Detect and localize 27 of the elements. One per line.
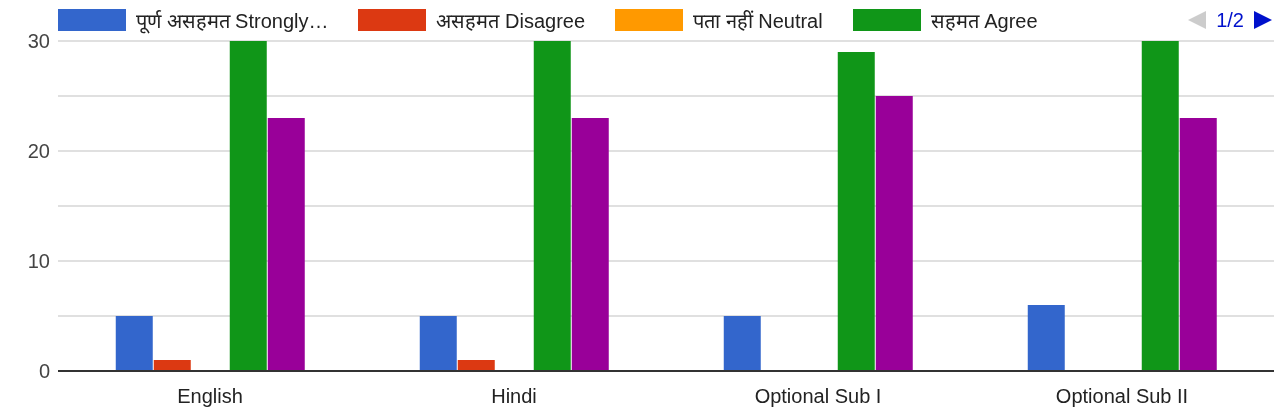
- y-tick-label: 20: [27, 140, 50, 163]
- bar: [457, 360, 495, 371]
- bar: [533, 41, 571, 371]
- x-tick-label: Optional Sub I: [754, 385, 882, 408]
- x-tick-label: Optional Sub II: [1055, 385, 1189, 408]
- bar: [153, 360, 191, 371]
- y-tick-label: 10: [27, 250, 50, 273]
- bar: [1027, 305, 1065, 371]
- legend-label: पता नहीं Neutral: [693, 8, 823, 34]
- bar: [875, 96, 913, 371]
- bar: [1179, 118, 1217, 371]
- text: 1/2: [1216, 8, 1244, 32]
- bar: [723, 316, 761, 371]
- bar: [267, 118, 305, 371]
- y-tick-label: 0: [38, 360, 50, 383]
- x-tick-label: English: [177, 385, 243, 408]
- legend-label: पूर्ण असहमत Strongly…: [136, 8, 329, 34]
- legend-label: असहमत Disagree: [436, 8, 586, 34]
- bar: [115, 316, 153, 371]
- bar: [1141, 41, 1179, 371]
- x-tick-label: Hindi: [491, 385, 537, 408]
- bar: [837, 52, 875, 371]
- y-tick-label: 30: [27, 30, 50, 53]
- legend-label: सहमत Agree: [930, 8, 1038, 34]
- bar: [571, 118, 609, 371]
- bar: [419, 316, 457, 371]
- bar: [229, 41, 267, 371]
